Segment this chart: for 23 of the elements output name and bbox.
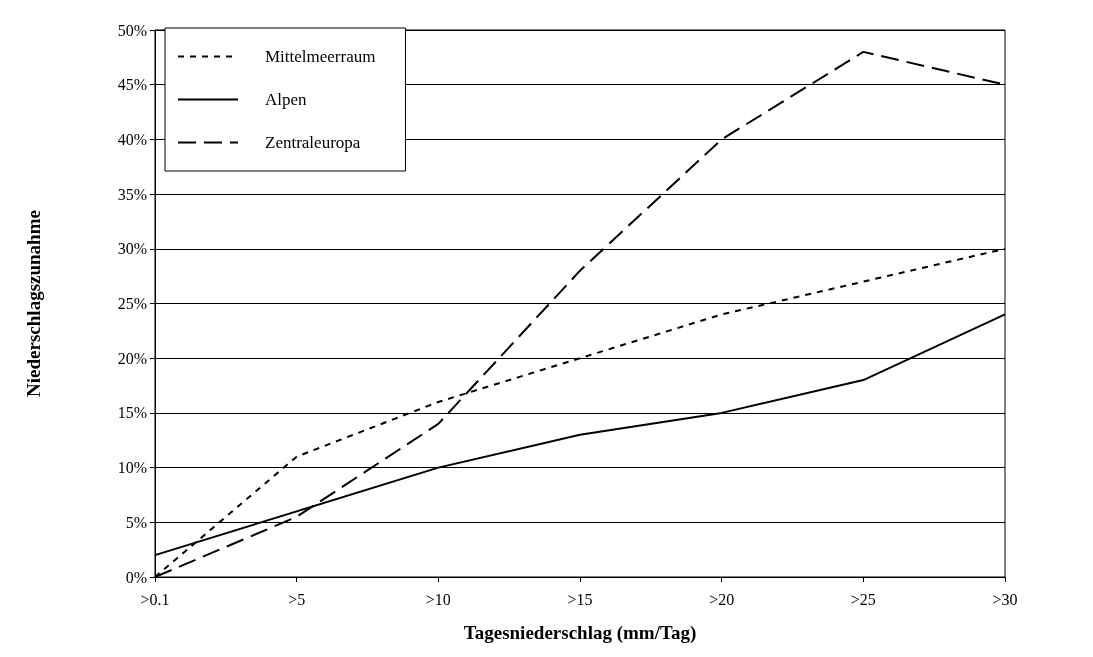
x-tick-label: >15 [567, 590, 593, 608]
x-tick-label: >0.1 [140, 590, 170, 608]
y-tick-label: 20% [117, 349, 147, 367]
x-tick-label: >20 [709, 590, 735, 608]
x-axis-title: Tagesniederschlag (mm/Tag) [463, 622, 697, 644]
x-tick-label: >5 [288, 590, 306, 608]
y-axis-title: Niederschlagszunahme [23, 210, 44, 397]
y-tick-label: 10% [117, 459, 147, 477]
x-tick-label: >25 [850, 590, 876, 608]
y-tick-label: 15% [117, 404, 147, 422]
legend-label: Alpen [265, 90, 308, 109]
y-tick-label: 5% [125, 513, 147, 531]
y-tick-label: 50% [117, 21, 147, 39]
y-tick-label: 0% [125, 568, 147, 586]
legend-label: Zentraleuropa [265, 133, 361, 152]
y-tick-label: 30% [117, 240, 147, 258]
legend-label: Mittelmeerraum [265, 47, 376, 66]
x-tick-label: >10 [425, 590, 451, 608]
x-tick-label: >30 [992, 590, 1018, 608]
y-tick-label: 35% [117, 185, 147, 203]
y-tick-label: 40% [117, 130, 147, 148]
y-tick-label: 25% [117, 295, 147, 312]
y-tick-label: 45% [117, 76, 147, 94]
